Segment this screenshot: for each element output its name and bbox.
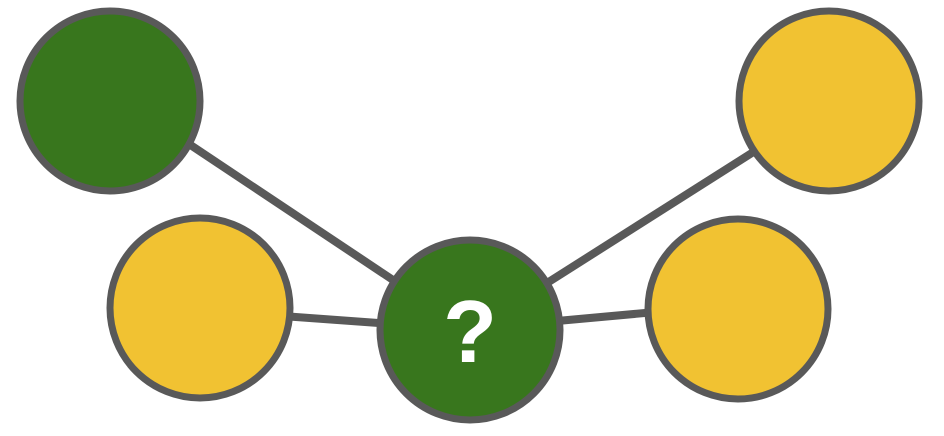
edge-mid-left-center (281, 312, 393, 328)
edge-top-left-center (177, 134, 411, 294)
nodes (16, 7, 923, 424)
edges (177, 134, 769, 328)
node-mid-left (106, 214, 294, 402)
edge-mid-right-center (545, 308, 657, 326)
node-mid-right (644, 215, 832, 403)
node-top-left (16, 7, 204, 195)
node-center (376, 236, 564, 424)
edge-top-right-center (533, 140, 769, 294)
node-top-right (735, 7, 923, 195)
center-node-label: ? (443, 282, 497, 381)
